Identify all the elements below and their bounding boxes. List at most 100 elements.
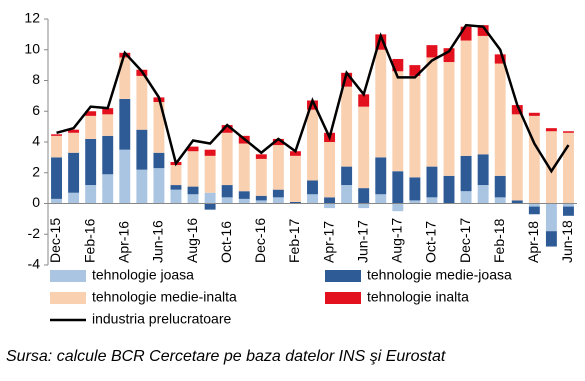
- x-tick-label: Oct-17: [423, 221, 439, 263]
- bar-segment: [136, 129, 148, 170]
- x-tick-label: Dec-15: [47, 218, 63, 263]
- bar-segment: [255, 158, 267, 196]
- bar-segment: [511, 105, 523, 115]
- bar-segment: [238, 143, 250, 192]
- bar-segment: [187, 194, 199, 204]
- bar-segment: [119, 57, 131, 99]
- bar-segment: [392, 71, 404, 172]
- bar-segment: [528, 115, 540, 204]
- legend-label: tehnologie inalta: [367, 289, 469, 305]
- bar-segment: [102, 114, 114, 136]
- y-tick-label: 0: [32, 194, 40, 210]
- x-tick-label: Oct-16: [218, 221, 234, 263]
- bar-segment: [119, 149, 131, 204]
- source-note: Sursa: calcule BCR Cercetare pe baza dat…: [6, 348, 446, 365]
- bar-segment: [477, 35, 489, 155]
- bar-segment: [443, 48, 455, 63]
- bar-segment: [221, 197, 233, 204]
- bar-segment: [426, 57, 438, 167]
- y-tick-label: 4: [32, 133, 40, 149]
- bar-segment: [477, 185, 489, 204]
- bar-segment: [426, 197, 438, 204]
- bar-segment: [426, 166, 438, 198]
- bar-segment: [358, 106, 370, 189]
- bar-segment: [187, 186, 199, 195]
- bar-segment: [409, 177, 421, 201]
- x-tick-label: Feb-16: [81, 218, 97, 263]
- bar-segment: [85, 115, 97, 139]
- bar-segment: [563, 203, 574, 207]
- bar-segment: [494, 63, 506, 176]
- bar-segment: [289, 201, 301, 204]
- bar-segment: [204, 149, 216, 156]
- bar-segment: [409, 200, 421, 204]
- bar-segment: [238, 198, 250, 204]
- bar-segment: [443, 62, 455, 176]
- bar-segment: [51, 135, 62, 158]
- bar-segment: [51, 198, 62, 204]
- bar-segment: [358, 203, 370, 209]
- bar-segment: [494, 54, 506, 64]
- bar-segment: [528, 203, 540, 207]
- bar-segment: [563, 131, 574, 133]
- bar-segment: [375, 194, 387, 204]
- y-tick-label: 2: [32, 163, 40, 179]
- bar-segment: [443, 175, 455, 204]
- bar-segment: [102, 135, 114, 175]
- x-tick-label: Dec-16: [252, 218, 268, 263]
- bar-segment: [221, 132, 233, 186]
- bar-segment: [460, 40, 472, 156]
- x-tick-label: Dec-17: [457, 218, 473, 263]
- bar-segment: [68, 152, 80, 193]
- bar-segment: [460, 26, 472, 41]
- y-tick-label: 12: [24, 10, 40, 26]
- bar-segment: [324, 142, 336, 198]
- x-tick-label: Apr-17: [320, 221, 336, 263]
- bar-segment: [153, 168, 165, 204]
- bar-segment: [307, 109, 318, 181]
- bar-segment: [528, 112, 540, 116]
- bar-segment: [272, 189, 284, 198]
- bar-segment: [460, 191, 472, 204]
- bar-segment: [460, 155, 472, 192]
- x-tick-label: Apr-16: [115, 221, 131, 263]
- bar-segment: [511, 200, 523, 204]
- bar-segment: [324, 203, 336, 209]
- bar-segment: [358, 188, 370, 204]
- legend-swatch: [325, 292, 361, 304]
- bar-segment: [563, 132, 574, 204]
- legend-label: tehnologie medie-inalta: [92, 289, 237, 305]
- bar-segment: [204, 192, 216, 204]
- bar-segment: [102, 108, 114, 115]
- bar-segment: [68, 132, 80, 153]
- bar-segment: [409, 75, 421, 178]
- legend-label: tehnologie joasa: [92, 267, 194, 283]
- bar-segment: [221, 185, 233, 198]
- bar-segment: [307, 194, 318, 204]
- bar-segment: [375, 157, 387, 195]
- bar-segment: [204, 155, 216, 193]
- bar-segment: [375, 34, 387, 50]
- legend-swatch: [325, 270, 361, 282]
- bar-segment: [85, 185, 97, 204]
- bar-segment: [170, 185, 182, 190]
- bar-segment: [545, 128, 557, 132]
- bar-segment: [51, 134, 62, 136]
- y-tick-label: 8: [32, 71, 40, 87]
- bar-segment: [187, 146, 199, 152]
- bar-segment: [136, 75, 148, 130]
- bar-segment: [136, 169, 148, 204]
- bar-segment: [528, 206, 540, 215]
- bar-segment: [341, 185, 353, 204]
- bar-segment: [341, 72, 353, 87]
- bar-segment: [68, 192, 80, 204]
- bar-segment: [153, 102, 165, 153]
- line-series: [56, 23, 570, 174]
- x-tick-label: Jun-17: [354, 220, 370, 263]
- x-tick-label: Jun-18: [559, 220, 575, 263]
- bar-segment: [170, 189, 182, 204]
- bar-segment: [409, 65, 421, 76]
- bar-segment: [307, 180, 318, 195]
- bar-segment: [511, 114, 523, 201]
- bar-segment: [392, 58, 404, 72]
